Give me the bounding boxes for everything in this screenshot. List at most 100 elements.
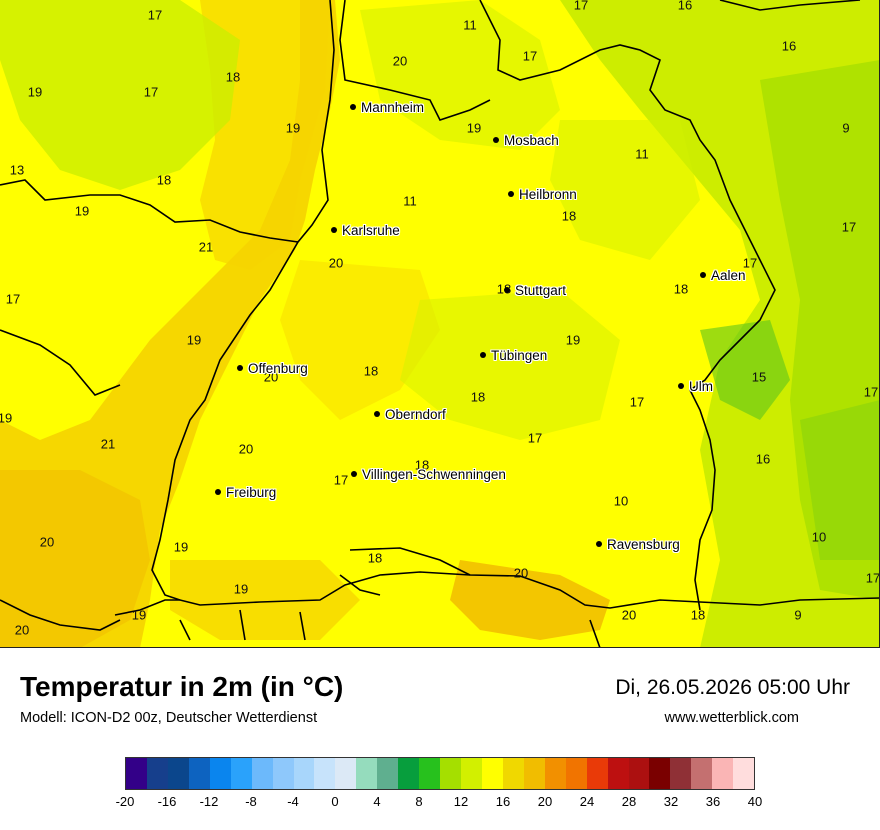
city-heilbronn: Heilbronn xyxy=(508,185,577,203)
city-tuebingen: Tübingen xyxy=(480,346,547,364)
cool-area-odenwald xyxy=(360,0,560,150)
legend-ticks: -20 -16 -12 -8 -4 0 4 8 12 16 20 24 28 32 36 40 xyxy=(0,794,880,814)
cool-area-north-west xyxy=(0,0,240,190)
temp-label: 19 xyxy=(173,539,189,555)
temp-label: 13 xyxy=(9,162,25,178)
temp-label: 10 xyxy=(811,529,827,545)
legend-swatch xyxy=(126,758,147,789)
temp-label: 20 xyxy=(263,369,279,385)
temp-label: 9 xyxy=(794,607,802,623)
border-north-east xyxy=(479,0,776,611)
legend-tick-label: -4 xyxy=(287,794,299,809)
legend-swatch xyxy=(586,758,608,789)
city-mosbach: Mosbach xyxy=(493,131,559,149)
cool-area-south-east xyxy=(800,400,880,560)
city-marker xyxy=(215,489,221,495)
city-label: Oberndorf xyxy=(385,406,446,422)
city-label: Freiburg xyxy=(226,484,277,500)
legend-swatch xyxy=(188,758,210,789)
temp-label: 9 xyxy=(842,120,850,136)
temp-label: 17 xyxy=(5,291,21,307)
legend-tick-label: 36 xyxy=(705,794,721,809)
map-canvas xyxy=(0,0,880,648)
border-west-north xyxy=(0,179,299,243)
legend-swatch xyxy=(523,758,545,789)
temp-label: 16 xyxy=(677,0,693,13)
city-marker xyxy=(351,471,357,477)
border-north-west xyxy=(339,0,491,121)
legend-tick-label: 0 xyxy=(331,794,339,809)
legend-swatch xyxy=(398,758,420,789)
city-stuttgart: Stuttgart xyxy=(504,281,566,299)
legend-swatch xyxy=(649,758,671,789)
color-legend xyxy=(125,757,755,790)
website-link[interactable]: www.wetterblick.com xyxy=(664,710,799,726)
temp-label: 15 xyxy=(751,369,767,385)
legend-swatch xyxy=(607,758,629,789)
border-north-east-top xyxy=(719,0,861,11)
temp-label: 19 xyxy=(74,203,90,219)
warm-area-south-west xyxy=(0,470,150,648)
cool-area-neckar xyxy=(550,120,700,260)
city-marker xyxy=(374,411,380,417)
temp-label: 18 xyxy=(156,172,172,188)
city-marker xyxy=(504,287,510,293)
temp-label: 17 xyxy=(333,472,349,488)
temp-label: 17 xyxy=(865,570,880,586)
legend-swatch xyxy=(502,758,524,789)
temp-label: 19 xyxy=(466,120,482,136)
city-offenburg: Offenburg xyxy=(237,359,308,377)
city-label: Offenburg xyxy=(248,360,308,376)
city-marker xyxy=(480,352,486,358)
city-label: Mosbach xyxy=(504,132,559,148)
legend-swatch xyxy=(481,758,503,789)
temp-label: 18 xyxy=(690,607,706,623)
city-marker xyxy=(350,104,356,110)
cool-area-swabian-alb xyxy=(400,290,620,440)
legend-tick-label: -12 xyxy=(199,794,219,809)
forecast-datetime: Di, 26.05.2026 05:00 Uhr xyxy=(615,676,850,699)
temp-label: 17 xyxy=(629,394,645,410)
legend-tick-label: 12 xyxy=(453,794,469,809)
legend-swatch xyxy=(565,758,587,789)
city-label: Stuttgart xyxy=(515,282,567,298)
cool-area-ulm xyxy=(700,320,790,420)
temp-label: 17 xyxy=(573,0,589,13)
temp-label: 11 xyxy=(403,193,417,209)
temp-label: 19 xyxy=(131,607,147,623)
legend-swatch xyxy=(440,758,461,789)
borders xyxy=(0,0,880,648)
temp-label: 20 xyxy=(14,622,30,638)
city-oberndorf: Oberndorf xyxy=(374,405,446,423)
legend-swatch xyxy=(691,758,713,789)
city-label: Karlsruhe xyxy=(342,222,400,238)
legend-swatch xyxy=(544,758,566,789)
temp-label: 18 xyxy=(561,208,577,224)
city-freiburg: Freiburg xyxy=(215,483,276,501)
city-mannheim: Mannheim xyxy=(350,98,424,116)
temp-label: 17 xyxy=(527,430,543,446)
temp-label: 18 xyxy=(673,281,689,297)
temp-label: 21 xyxy=(100,436,116,452)
temp-label: 20 xyxy=(39,534,55,550)
temp-label: 20 xyxy=(513,565,529,581)
legend-swatch xyxy=(230,758,252,789)
legend-tick-label: 24 xyxy=(579,794,595,809)
city-ulm: Ulm xyxy=(678,377,713,395)
temp-label: 19 xyxy=(27,84,43,100)
legend-tick-label: 8 xyxy=(415,794,423,809)
temp-label: 18 xyxy=(367,550,383,566)
temperature-field xyxy=(0,0,880,648)
city-label: Mannheim xyxy=(361,99,425,115)
temp-label: 19 xyxy=(285,120,301,136)
city-marker xyxy=(596,541,602,547)
legend-tick-label: -20 xyxy=(115,794,135,809)
city-marker xyxy=(331,227,337,233)
city-marker xyxy=(678,383,684,389)
temp-label: 20 xyxy=(328,255,344,271)
map-title: Temperatur in 2m (in °C) xyxy=(20,671,344,702)
legend-swatch xyxy=(335,758,357,789)
city-label: Aalen xyxy=(711,267,746,283)
temp-label: 20 xyxy=(392,53,408,69)
legend-swatch xyxy=(167,758,189,789)
